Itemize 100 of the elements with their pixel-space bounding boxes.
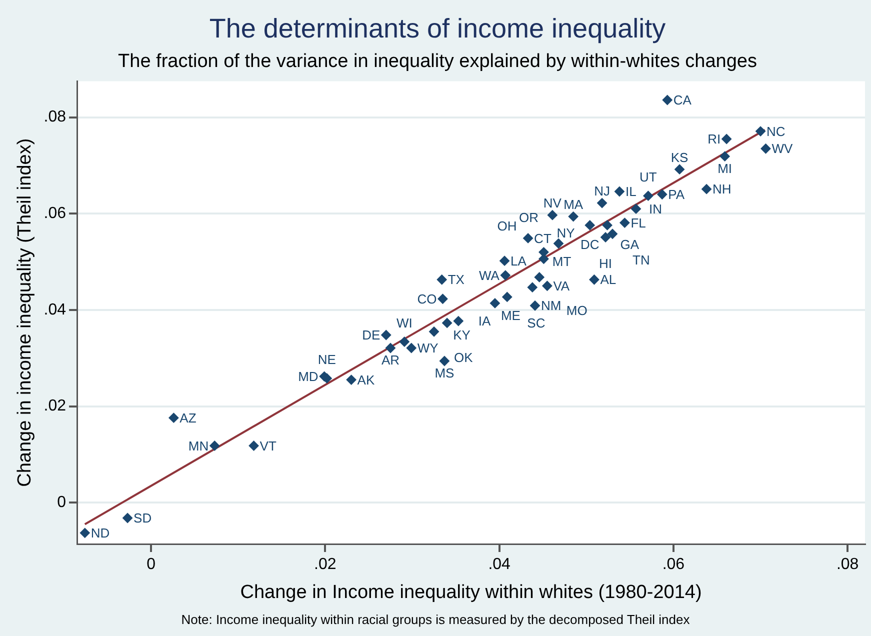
point [722,134,732,144]
point [756,126,766,136]
point [453,316,464,326]
y-tick-label: .04 [44,301,66,318]
annotation: SC [527,316,546,331]
annotation: NE [318,352,336,367]
x-tick-label: .04 [488,556,511,574]
annotation: MI [718,160,732,176]
x-tick-label: .06 [662,556,685,574]
annotation: NY [556,226,576,241]
point [523,233,534,244]
annotation: FL [630,215,646,230]
y-axis-title: Change in income inequality (Theil index) [14,138,36,487]
x-tick-label: .08 [836,556,859,574]
x-tick-label: .02 [314,556,336,574]
point [122,512,133,523]
point [442,318,452,328]
point [436,274,447,285]
point [500,256,510,266]
point [657,189,668,200]
annotation: IN [649,201,662,216]
x-tick-label: 0 [146,556,156,574]
annotation: DC [580,236,600,252]
annotation: MA [564,197,584,212]
annotation: GA [620,236,640,252]
point [620,218,630,228]
point [554,238,564,248]
point [534,272,544,282]
annotation: PA [668,186,685,202]
annotation: KS [670,150,689,165]
y-tick-label: 0 [57,494,66,511]
annotation: TX [448,272,465,288]
annotation: VA [553,278,570,294]
annotation: CT [534,230,552,246]
annotation: NH [712,182,732,197]
annotation: CA [673,92,692,108]
point [702,184,712,194]
point [406,342,416,353]
point [600,232,611,242]
annotation: MD [298,368,318,384]
annotation: HI [599,256,612,271]
point [438,294,448,304]
chart-subtitle: The fraction of the variance in inequality explained by within-whites changes [118,51,757,72]
point [248,440,259,451]
point [439,356,450,366]
annotation: NV [543,196,562,211]
annotation: IL [625,184,636,200]
x-axis-title: Change in Income inequality within whites (1980-2014) [240,582,702,603]
annotation: KY [453,328,471,343]
annotation: CO [417,291,437,306]
point [631,204,642,214]
point [589,274,600,285]
point [502,292,512,302]
annotation: NJ [594,184,610,199]
annotation: LA [510,253,527,268]
annotation: UT [640,169,657,184]
annotation: IA [478,314,492,329]
point [530,300,540,311]
y-tick-label: .08 [44,108,66,126]
annotation: MO [566,302,588,318]
annotation: AZ [180,410,196,426]
text: Note: Income inequality within racial groups is measured by the decomposed Theil index [181,612,690,627]
point [210,440,220,451]
annotation: WI [396,315,412,330]
point [662,94,672,105]
point [602,220,612,230]
annotation: WA [478,268,500,283]
point [381,330,392,340]
point [346,374,356,385]
chart-title: The determinants of income inequality [209,14,666,44]
point [399,336,410,347]
annotation: MN [188,438,209,454]
point [608,228,618,239]
point [490,298,500,308]
annotation: ME [500,308,521,323]
annotation: ND [90,526,110,540]
annotation: AK [357,372,375,388]
point [674,164,685,174]
annotation: NC [766,124,786,139]
point [500,270,510,280]
point [584,220,595,230]
y-tick-label: .06 [44,205,66,222]
point [568,212,578,222]
point [760,144,771,154]
point [168,412,179,423]
annotation: DE [362,328,380,343]
annotation: RI [708,132,721,147]
point [542,280,552,291]
point [385,342,396,353]
y-tick-label: .02 [44,398,66,415]
annotation: NM [541,298,562,314]
point [429,326,440,337]
annotation: VT [260,438,276,454]
point [720,151,730,162]
point [597,198,608,208]
point [614,186,624,196]
annotation: MS [434,366,455,381]
annotation: OR [519,210,539,226]
point [80,528,90,538]
annotation: OH [497,218,517,234]
